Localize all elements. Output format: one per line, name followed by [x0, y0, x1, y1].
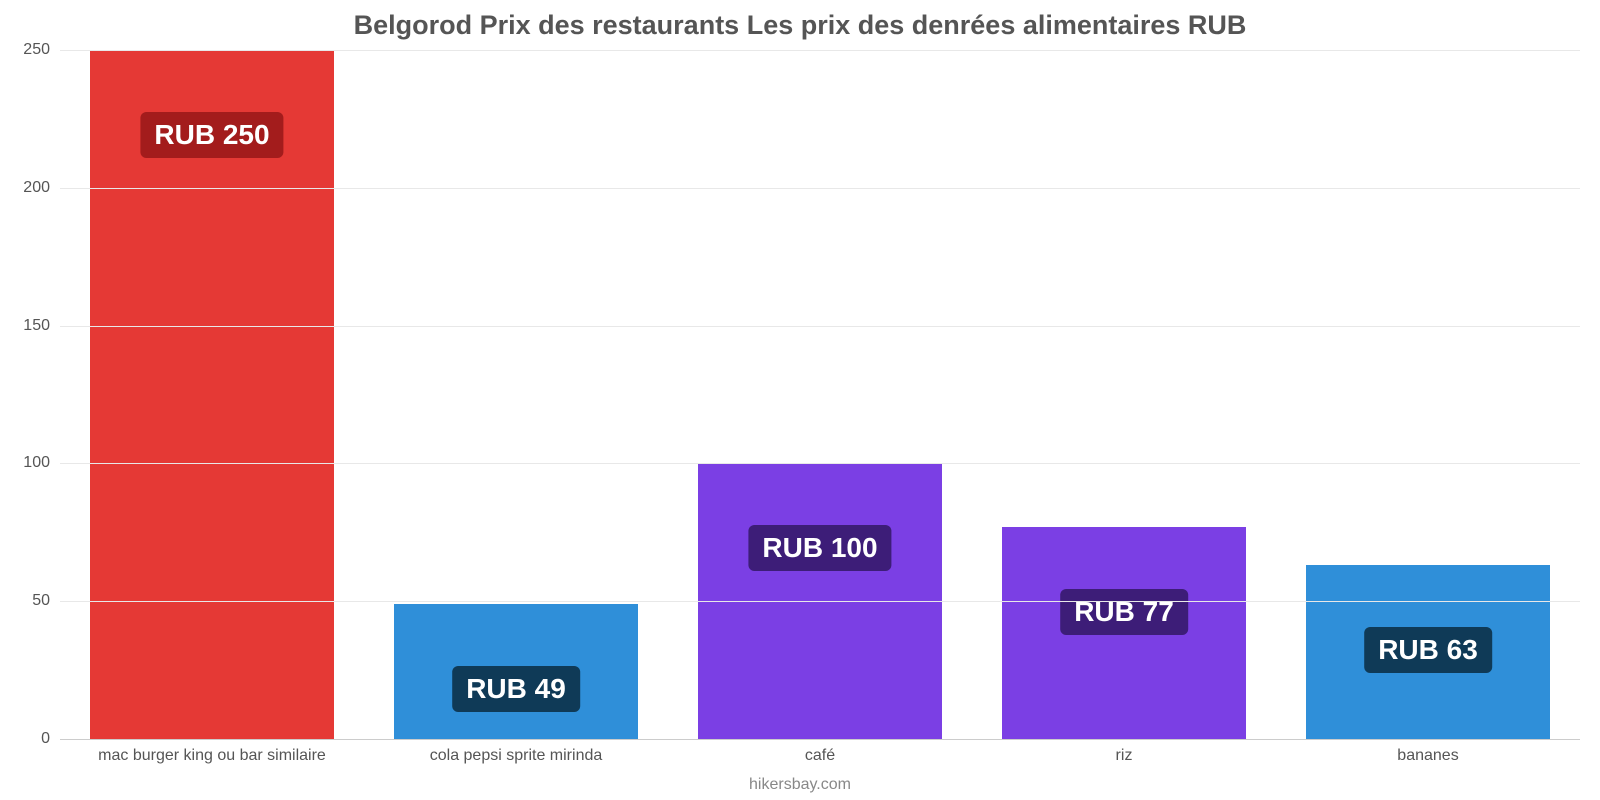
bars-row: RUB 250mac burger king ou bar similaireR…	[60, 50, 1580, 739]
x-tick-label: riz	[1116, 739, 1133, 765]
chart-title: Belgorod Prix des restaurants Les prix d…	[0, 0, 1600, 49]
bar-value-label: RUB 77	[1060, 589, 1188, 635]
gridline	[60, 601, 1580, 602]
bar: RUB 77	[1002, 527, 1245, 739]
y-tick-label: 200	[23, 179, 60, 197]
bar: RUB 49	[394, 604, 637, 739]
x-tick-label: mac burger king ou bar similaire	[98, 739, 326, 765]
y-tick-label: 100	[23, 454, 60, 472]
bar-slot: RUB 49cola pepsi sprite mirinda	[364, 50, 668, 739]
bar-value-label: RUB 250	[140, 112, 283, 158]
price-chart: Belgorod Prix des restaurants Les prix d…	[0, 0, 1600, 800]
bar: RUB 63	[1306, 565, 1549, 739]
bar-slot: RUB 77riz	[972, 50, 1276, 739]
gridline	[60, 463, 1580, 464]
bar-value-label: RUB 100	[748, 525, 891, 571]
bar-slot: RUB 63bananes	[1276, 50, 1580, 739]
y-tick-label: 250	[23, 41, 60, 59]
gridline	[60, 326, 1580, 327]
x-tick-label: café	[805, 739, 835, 765]
y-tick-label: 0	[41, 730, 60, 748]
x-tick-label: bananes	[1397, 739, 1458, 765]
bar-slot: RUB 100café	[668, 50, 972, 739]
gridline	[60, 50, 1580, 51]
bar-value-label: RUB 49	[452, 666, 580, 712]
bar-value-label: RUB 63	[1364, 627, 1492, 673]
y-tick-label: 50	[32, 592, 60, 610]
y-tick-label: 150	[23, 317, 60, 335]
chart-credit: hikersbay.com	[0, 776, 1600, 794]
bar: RUB 250	[90, 50, 333, 739]
plot-area: RUB 250mac burger king ou bar similaireR…	[60, 50, 1580, 740]
gridline	[60, 188, 1580, 189]
bar-slot: RUB 250mac burger king ou bar similaire	[60, 50, 364, 739]
x-tick-label: cola pepsi sprite mirinda	[430, 739, 603, 765]
